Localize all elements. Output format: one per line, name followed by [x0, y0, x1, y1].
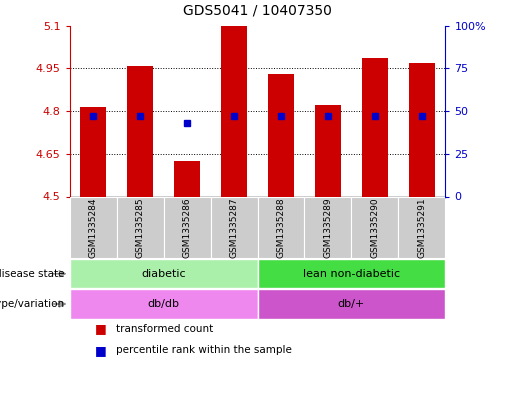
Text: lean non-diabetic: lean non-diabetic	[303, 269, 400, 279]
Text: GSM1335286: GSM1335286	[182, 197, 192, 258]
Bar	[352, 197, 399, 258]
Text: genotype/variation: genotype/variation	[0, 299, 64, 309]
Text: GSM1335291: GSM1335291	[418, 197, 426, 258]
Bar	[164, 197, 211, 258]
Bar	[70, 289, 258, 319]
Text: GSM1335288: GSM1335288	[277, 197, 285, 258]
Bar	[70, 259, 258, 288]
Text: db/db: db/db	[147, 299, 180, 309]
Text: ■: ■	[95, 344, 106, 357]
Bar	[304, 197, 352, 258]
Text: diabetic: diabetic	[141, 269, 186, 279]
Bar	[116, 197, 164, 258]
Bar	[362, 58, 388, 196]
Text: disease state: disease state	[0, 269, 64, 279]
Bar	[221, 26, 247, 196]
Bar	[258, 289, 445, 319]
Text: transformed count: transformed count	[116, 324, 213, 334]
Text: GSM1335287: GSM1335287	[230, 197, 238, 258]
Text: db/+: db/+	[338, 299, 365, 309]
Bar	[258, 259, 445, 288]
Bar	[127, 66, 153, 196]
Bar	[315, 105, 341, 196]
Text: GSM1335290: GSM1335290	[370, 197, 380, 258]
Text: GSM1335289: GSM1335289	[323, 197, 333, 258]
Bar	[399, 197, 445, 258]
Bar	[409, 63, 435, 196]
Text: percentile rank within the sample: percentile rank within the sample	[116, 345, 292, 355]
Bar	[70, 197, 116, 258]
Text: GSM1335285: GSM1335285	[135, 197, 145, 258]
Text: GSM1335284: GSM1335284	[89, 198, 97, 258]
Text: GDS5041 / 10407350: GDS5041 / 10407350	[183, 4, 332, 18]
Bar	[268, 74, 294, 196]
Bar	[80, 107, 106, 196]
Text: ■: ■	[95, 322, 106, 335]
Bar	[211, 197, 258, 258]
Bar	[174, 161, 200, 196]
Bar	[258, 197, 304, 258]
